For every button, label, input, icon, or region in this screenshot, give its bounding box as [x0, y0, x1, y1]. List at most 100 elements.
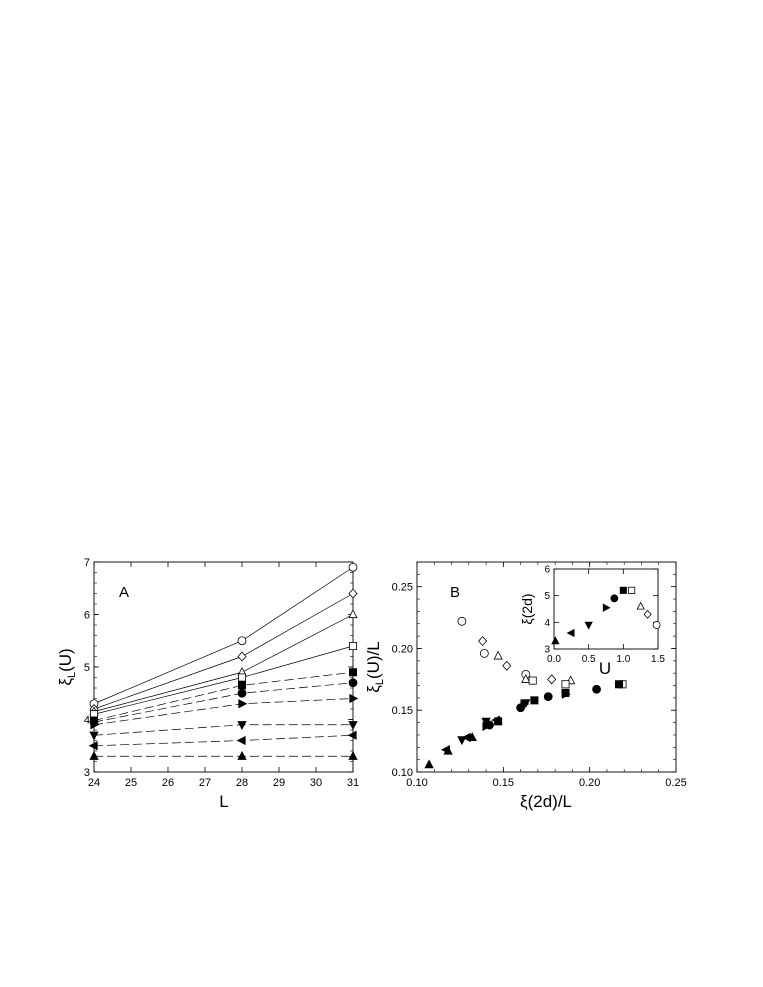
panel-b-point-30	[443, 745, 453, 755]
panel-b-y-axis-title-main: ξ	[364, 685, 383, 693]
panel-b-y-axis-title-sub: L	[374, 679, 386, 685]
panel-a-y-tick-label: 4	[84, 714, 90, 726]
panel-a-point-8	[236, 735, 246, 746]
panel-a-point-3	[237, 673, 246, 682]
panel-b-x-tick-label: 0.15	[493, 777, 514, 789]
panel-a-y-axis-title-sub: L	[66, 672, 78, 678]
panel-a-point-2	[348, 609, 358, 619]
panel-a-point-9	[348, 750, 358, 760]
inset-x-axis-title: U	[599, 659, 611, 678]
panel-b-point-22	[561, 689, 571, 699]
panel-b-point-3	[478, 636, 488, 647]
inset-point-2	[584, 621, 593, 630]
inset-point-9	[652, 621, 661, 629]
panel-a-point-5	[237, 688, 247, 698]
panel-b-point-4	[502, 660, 512, 671]
panel-b-point-25	[521, 699, 531, 709]
panel-a-label: A	[119, 584, 129, 601]
inset-point-1	[566, 628, 575, 638]
inset-y-tick-label: 3	[544, 645, 550, 656]
panel-b-x-axis-title: ξ(2d)/L	[520, 792, 572, 811]
panel-b-x-tick-label: 0.10	[406, 777, 427, 789]
panel-b-label: B	[450, 584, 460, 601]
panel-b-point-1	[479, 649, 489, 658]
panel-a-point-0	[237, 636, 247, 646]
panel-a-series-line-0	[93, 566, 354, 705]
panel-a-point-3	[348, 642, 357, 651]
panel-a-series-line-8	[93, 734, 354, 747]
panel-b-y-tick-label: 0.10	[392, 767, 413, 779]
panel-a-point-6	[238, 699, 248, 709]
panel-b-point-0	[457, 616, 467, 626]
panel-a-y-axis-title-main: ξ	[56, 678, 75, 686]
inset-y-axis-title: ξ(2d)	[519, 593, 535, 624]
panel-a-x-tick-label: 31	[347, 777, 359, 789]
panel-b-point-9	[528, 676, 537, 685]
panel-b-point-7	[521, 674, 531, 683]
panel-a-point-7	[237, 721, 247, 731]
panel-a-series-line-3	[93, 645, 354, 715]
panel-a-x-tick-label: 29	[273, 777, 285, 789]
panel-b-point-31	[467, 732, 477, 742]
panel-b-y-axis-title: ξL(U)/L	[364, 641, 386, 693]
inset-x-tick-label: 1.5	[651, 654, 665, 665]
inset-point-8	[643, 609, 652, 619]
panel-a-series-line-1	[93, 593, 354, 710]
panel-b-chart: 0.10 0.15 0.20 0.25 0.10 0.15 0.20 0.25 Bξ(2d)/L…	[364, 561, 687, 811]
panel-a-point-1	[237, 651, 247, 662]
panel-a-x-tick-label: 30	[310, 777, 322, 789]
panel-a-point-6	[90, 720, 100, 730]
panel-b-plot-frame	[416, 561, 677, 773]
inset-x-tick-label: 1.0	[616, 654, 630, 665]
panel-a-point-7	[348, 721, 358, 731]
panel-b-point-24	[481, 717, 491, 727]
panel-b-point-15	[615, 680, 624, 689]
inset-y-tick-label: 5	[544, 591, 550, 602]
panel-b-point-6	[493, 650, 503, 660]
panel-b-x-tick-label: 0.20	[579, 777, 600, 789]
inset-plot-frame	[553, 568, 659, 650]
panel-b-point-23	[457, 736, 467, 746]
panel-b-point-18	[543, 692, 553, 702]
panel-a-point-4	[348, 668, 357, 677]
panel-a-point-4	[237, 681, 246, 690]
inset-x-tick-label: 0.0	[547, 654, 561, 665]
inset-point-6	[628, 586, 636, 594]
panel-a-y-tick-label: 6	[84, 609, 90, 621]
inset-y-tick-label: 4	[544, 618, 550, 629]
panel-a-point-1	[348, 588, 358, 599]
panel-b-y-tick-label: 0.15	[392, 705, 413, 717]
panel-a-y-tick-label: 7	[84, 557, 90, 569]
inset-x-tick-label: 0.5	[582, 654, 596, 665]
panel-b-point-10	[561, 680, 570, 689]
panel-b-x-tick-label: 0.25	[665, 777, 686, 789]
panel-a-point-9	[89, 750, 99, 760]
inset-point-4	[610, 594, 619, 603]
panel-b-point-19	[592, 684, 601, 694]
panel-b-y-tick-label: 0.25	[392, 582, 413, 594]
panel-a-plot-frame	[93, 561, 354, 773]
panel-a-x-tick-label: 24	[88, 777, 100, 789]
panel-a-point-9	[237, 750, 247, 760]
panel-a-series-line-7	[93, 724, 353, 736]
panel-a-x-tick-label: 25	[125, 777, 137, 789]
panel-a-y-axis-title: ξL(U)	[56, 648, 78, 685]
panel-a-y-tick-label: 5	[84, 662, 90, 674]
panel-b-point-28	[491, 715, 501, 725]
panel-a-point-6	[349, 693, 359, 704]
panel-a-y-axis-title-tail: (U)	[56, 648, 75, 672]
panel-a-x-tick-label: 28	[236, 777, 248, 789]
panel-a-y-tick-label: 3	[84, 767, 90, 779]
inset-point-7	[636, 601, 645, 610]
panel-a-x-tick-label: 27	[199, 777, 211, 789]
panel-a-series-line-4	[93, 671, 354, 721]
panel-a-point-8	[88, 741, 98, 751]
panel-a-point-0	[348, 562, 358, 572]
inset-point-5	[619, 586, 627, 594]
panel-b-point-5	[547, 674, 557, 685]
panel-a-point-8	[347, 730, 357, 740]
panel-b-point-29	[424, 759, 434, 769]
panel-a-point-5	[348, 678, 358, 688]
